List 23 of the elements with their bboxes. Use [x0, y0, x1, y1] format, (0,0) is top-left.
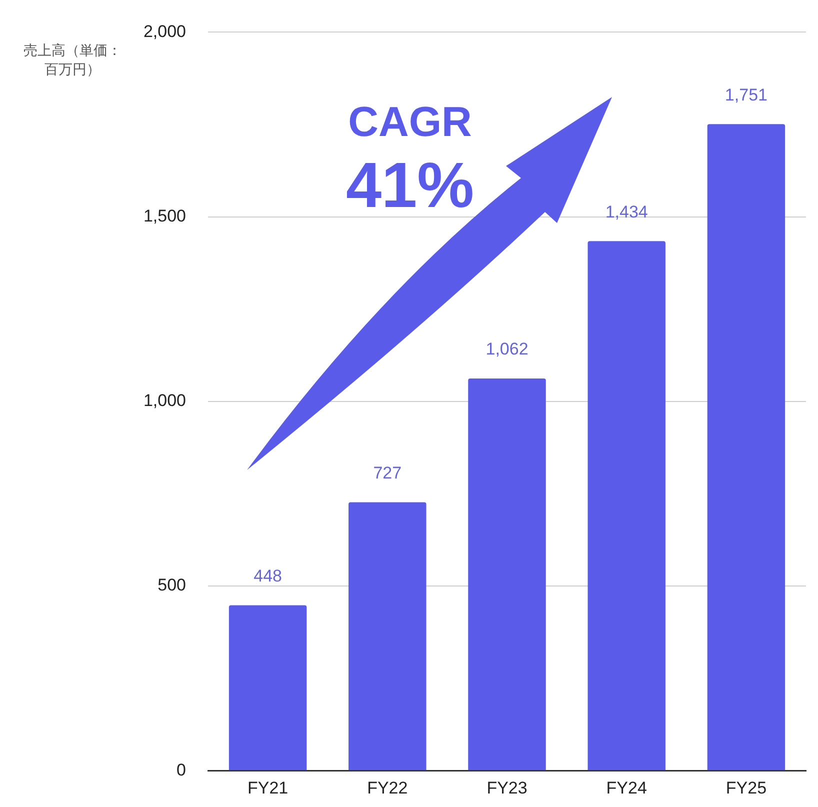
x-tick-label: FY23 [486, 778, 528, 798]
bar [348, 502, 426, 770]
bar [707, 124, 786, 770]
x-tick-label: FY25 [726, 778, 767, 798]
y-tick-label: 500 [158, 576, 186, 595]
y-tick-label: 0 [176, 760, 186, 780]
y-tick-label: 1,000 [143, 391, 186, 410]
x-tick-label: FY24 [606, 778, 647, 798]
data-label: 1,062 [486, 340, 528, 359]
data-label: 727 [373, 463, 402, 482]
data-label: 1,434 [605, 202, 648, 222]
bar [588, 241, 666, 770]
bar [468, 378, 546, 770]
y-tick-label: 1,500 [143, 206, 186, 226]
x-tick-label: FY21 [247, 778, 288, 798]
data-label: 1,751 [724, 85, 768, 104]
annotation: CAGR [347, 98, 473, 146]
x-tick-label: FY22 [367, 778, 408, 798]
annotation: 41% [344, 148, 476, 222]
y-tick-label: 2,000 [143, 22, 186, 41]
data-label: 448 [254, 566, 282, 586]
y-axis-title: 売上高（単価：百万円） [22, 42, 122, 80]
bar [228, 605, 307, 770]
